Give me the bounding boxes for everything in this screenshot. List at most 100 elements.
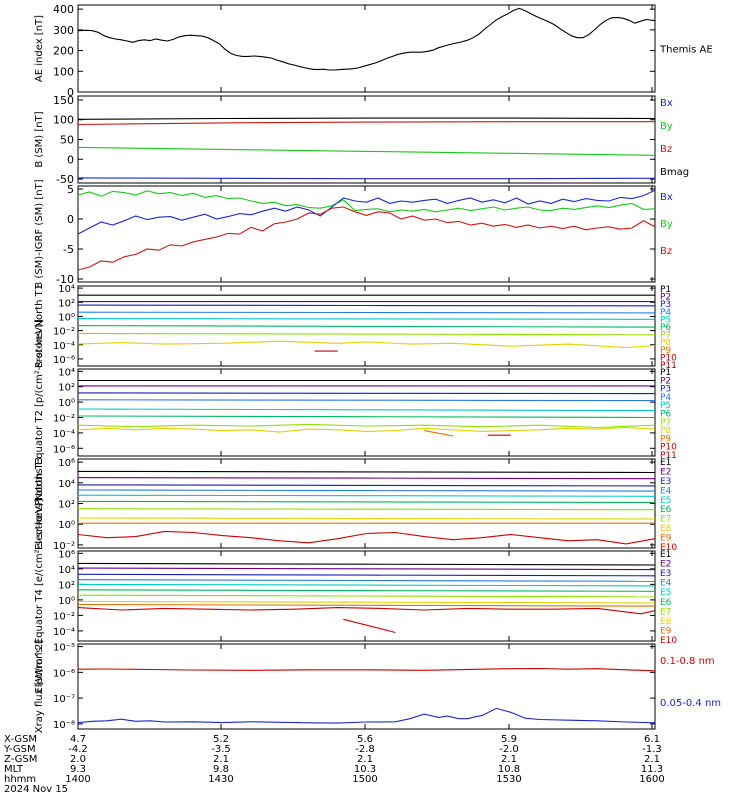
legend-entry: Bx — [660, 98, 673, 109]
legend-entry: E6 — [660, 598, 672, 608]
y-tick-label: 200 — [53, 45, 74, 58]
legend-entry: P10 — [660, 443, 677, 453]
series-line-bx — [77, 177, 656, 180]
ephemeris-value: -2.0 — [499, 744, 519, 755]
series-line-bz — [77, 121, 655, 126]
y-axis-label: Protons Equator T2 [p/(cm²-s-sr-keV)] — [34, 319, 45, 506]
series-line-e8 — [77, 517, 656, 520]
date-label: 2024 Nov 15 — [4, 784, 68, 795]
y-tick-label: 300 — [53, 24, 74, 37]
ephemeris-value: 2.1 — [644, 754, 660, 765]
series-line-by — [77, 146, 656, 156]
series-line-e4 — [77, 579, 656, 582]
y-tick-label: 10² — [58, 500, 75, 511]
panel-5 — [77, 368, 656, 457]
legend-entry: P1 — [660, 368, 671, 378]
legend-entry: E2 — [660, 467, 671, 477]
legend-entry: P4 — [660, 393, 671, 403]
ephemeris-value: 5.6 — [357, 734, 373, 745]
panel-frame — [77, 643, 656, 730]
legend-entry: P7 — [660, 331, 671, 341]
series-line-by — [77, 190, 656, 213]
ephemeris-value: 1530 — [496, 774, 521, 785]
series-line-0-1-0-8-nm — [77, 667, 656, 672]
ephemeris-value: 4.7 — [70, 734, 86, 745]
series-line-e9 — [77, 603, 656, 607]
y-axis-label: Electrons North T3 — [34, 457, 45, 550]
y-tick-label: 10⁻² — [53, 327, 75, 338]
legend-entry: E9 — [660, 626, 672, 636]
y-axis-label: Electrons Equator T4 [e/(cm²-s-sr-keV)] — [34, 498, 45, 693]
legend-entry: E5 — [660, 588, 671, 598]
legend-entry: E10 — [660, 636, 677, 646]
series-line-p6 — [77, 415, 656, 419]
legend-entry: 0.1-0.8 nm — [660, 656, 715, 667]
legend-entry: Bz — [660, 246, 672, 257]
y-tick-label: 10⁰ — [58, 596, 75, 607]
y-tick-label: 100 — [53, 114, 74, 127]
series-line-e7 — [77, 594, 656, 598]
legend-entry: By — [660, 121, 673, 132]
y-tick-label: 0 — [67, 86, 74, 99]
series-line-p9 — [424, 430, 454, 437]
legend-entry: P8 — [660, 426, 671, 436]
ephemeris-row-label: X-GSM — [4, 734, 37, 745]
y-axis-label: Xray flux [W/m^2] — [34, 640, 45, 734]
ephemeris-value: 10.8 — [498, 764, 520, 775]
series-line-e3 — [77, 484, 656, 487]
legend-entry: E5 — [660, 496, 671, 506]
legend-entry: Bz — [660, 144, 672, 155]
y-tick-label: 10⁰ — [58, 312, 75, 323]
legend-entry: P6 — [660, 410, 671, 420]
panel-3 — [77, 185, 656, 283]
legend-entry: Bmag — [660, 167, 689, 178]
y-axis-label: Protons North T1 — [34, 284, 45, 368]
y-tick-label: -50 — [56, 173, 74, 186]
y-tick-label: 400 — [53, 3, 74, 16]
legend-entry: E9 — [660, 534, 672, 544]
y-tick-label: 10⁻⁶ — [53, 355, 75, 366]
series-line-e6 — [77, 589, 656, 592]
legend-entry: E6 — [660, 505, 672, 515]
series-line-e2 — [77, 477, 656, 480]
y-tick-label: 10⁶ — [58, 549, 75, 560]
legend-entry: P6 — [660, 323, 671, 333]
panel-frame — [77, 4, 656, 93]
y-tick-label: 10⁶ — [58, 458, 75, 469]
y-axis-label: AE index [nT] — [34, 15, 45, 82]
legend-entry: E4 — [660, 486, 672, 496]
panel-8 — [77, 643, 656, 730]
y-tick-label: 150 — [53, 94, 74, 107]
series-line-p5 — [77, 408, 656, 412]
legend-entry: P1 — [660, 285, 671, 295]
series-line-p5 — [77, 318, 656, 320]
series-line-e10 — [77, 607, 656, 615]
ephemeris-value: -3.5 — [211, 744, 231, 755]
ephemeris-row-label: MLT — [4, 764, 24, 775]
y-tick-label: 10⁻⁶ — [53, 444, 75, 455]
y-tick-label: 10⁻⁵ — [53, 643, 75, 654]
series-line-themis-ae — [77, 7, 656, 71]
series-line-e10b — [343, 618, 396, 634]
series-line-e8 — [77, 600, 656, 604]
panel-frame — [77, 95, 656, 184]
y-tick-label: 10⁰ — [58, 398, 75, 409]
ephemeris-value: 1600 — [639, 774, 664, 785]
legend-entry: P9 — [660, 346, 671, 356]
ephemeris-value: 2.1 — [357, 754, 373, 765]
legend-entry: E2 — [660, 560, 671, 570]
ephemeris-value: 1400 — [65, 774, 90, 785]
series-line-p4 — [77, 399, 656, 402]
series-line-e3 — [77, 573, 656, 577]
legend-entry: E10 — [660, 543, 677, 553]
legend-entry: E3 — [660, 569, 671, 579]
y-tick-label: 10⁻² — [53, 414, 75, 425]
ephemeris-value: 10.3 — [354, 764, 376, 775]
y-axis-label: B (SM)-IGRF (SM) [nT] — [34, 179, 45, 288]
ephemeris-value: -1.3 — [642, 744, 662, 755]
y-tick-label: 10⁻⁶ — [53, 668, 75, 679]
legend-entry: E1 — [660, 458, 671, 468]
y-tick-label: 10⁻² — [53, 541, 75, 552]
series-line-bz — [77, 206, 656, 271]
